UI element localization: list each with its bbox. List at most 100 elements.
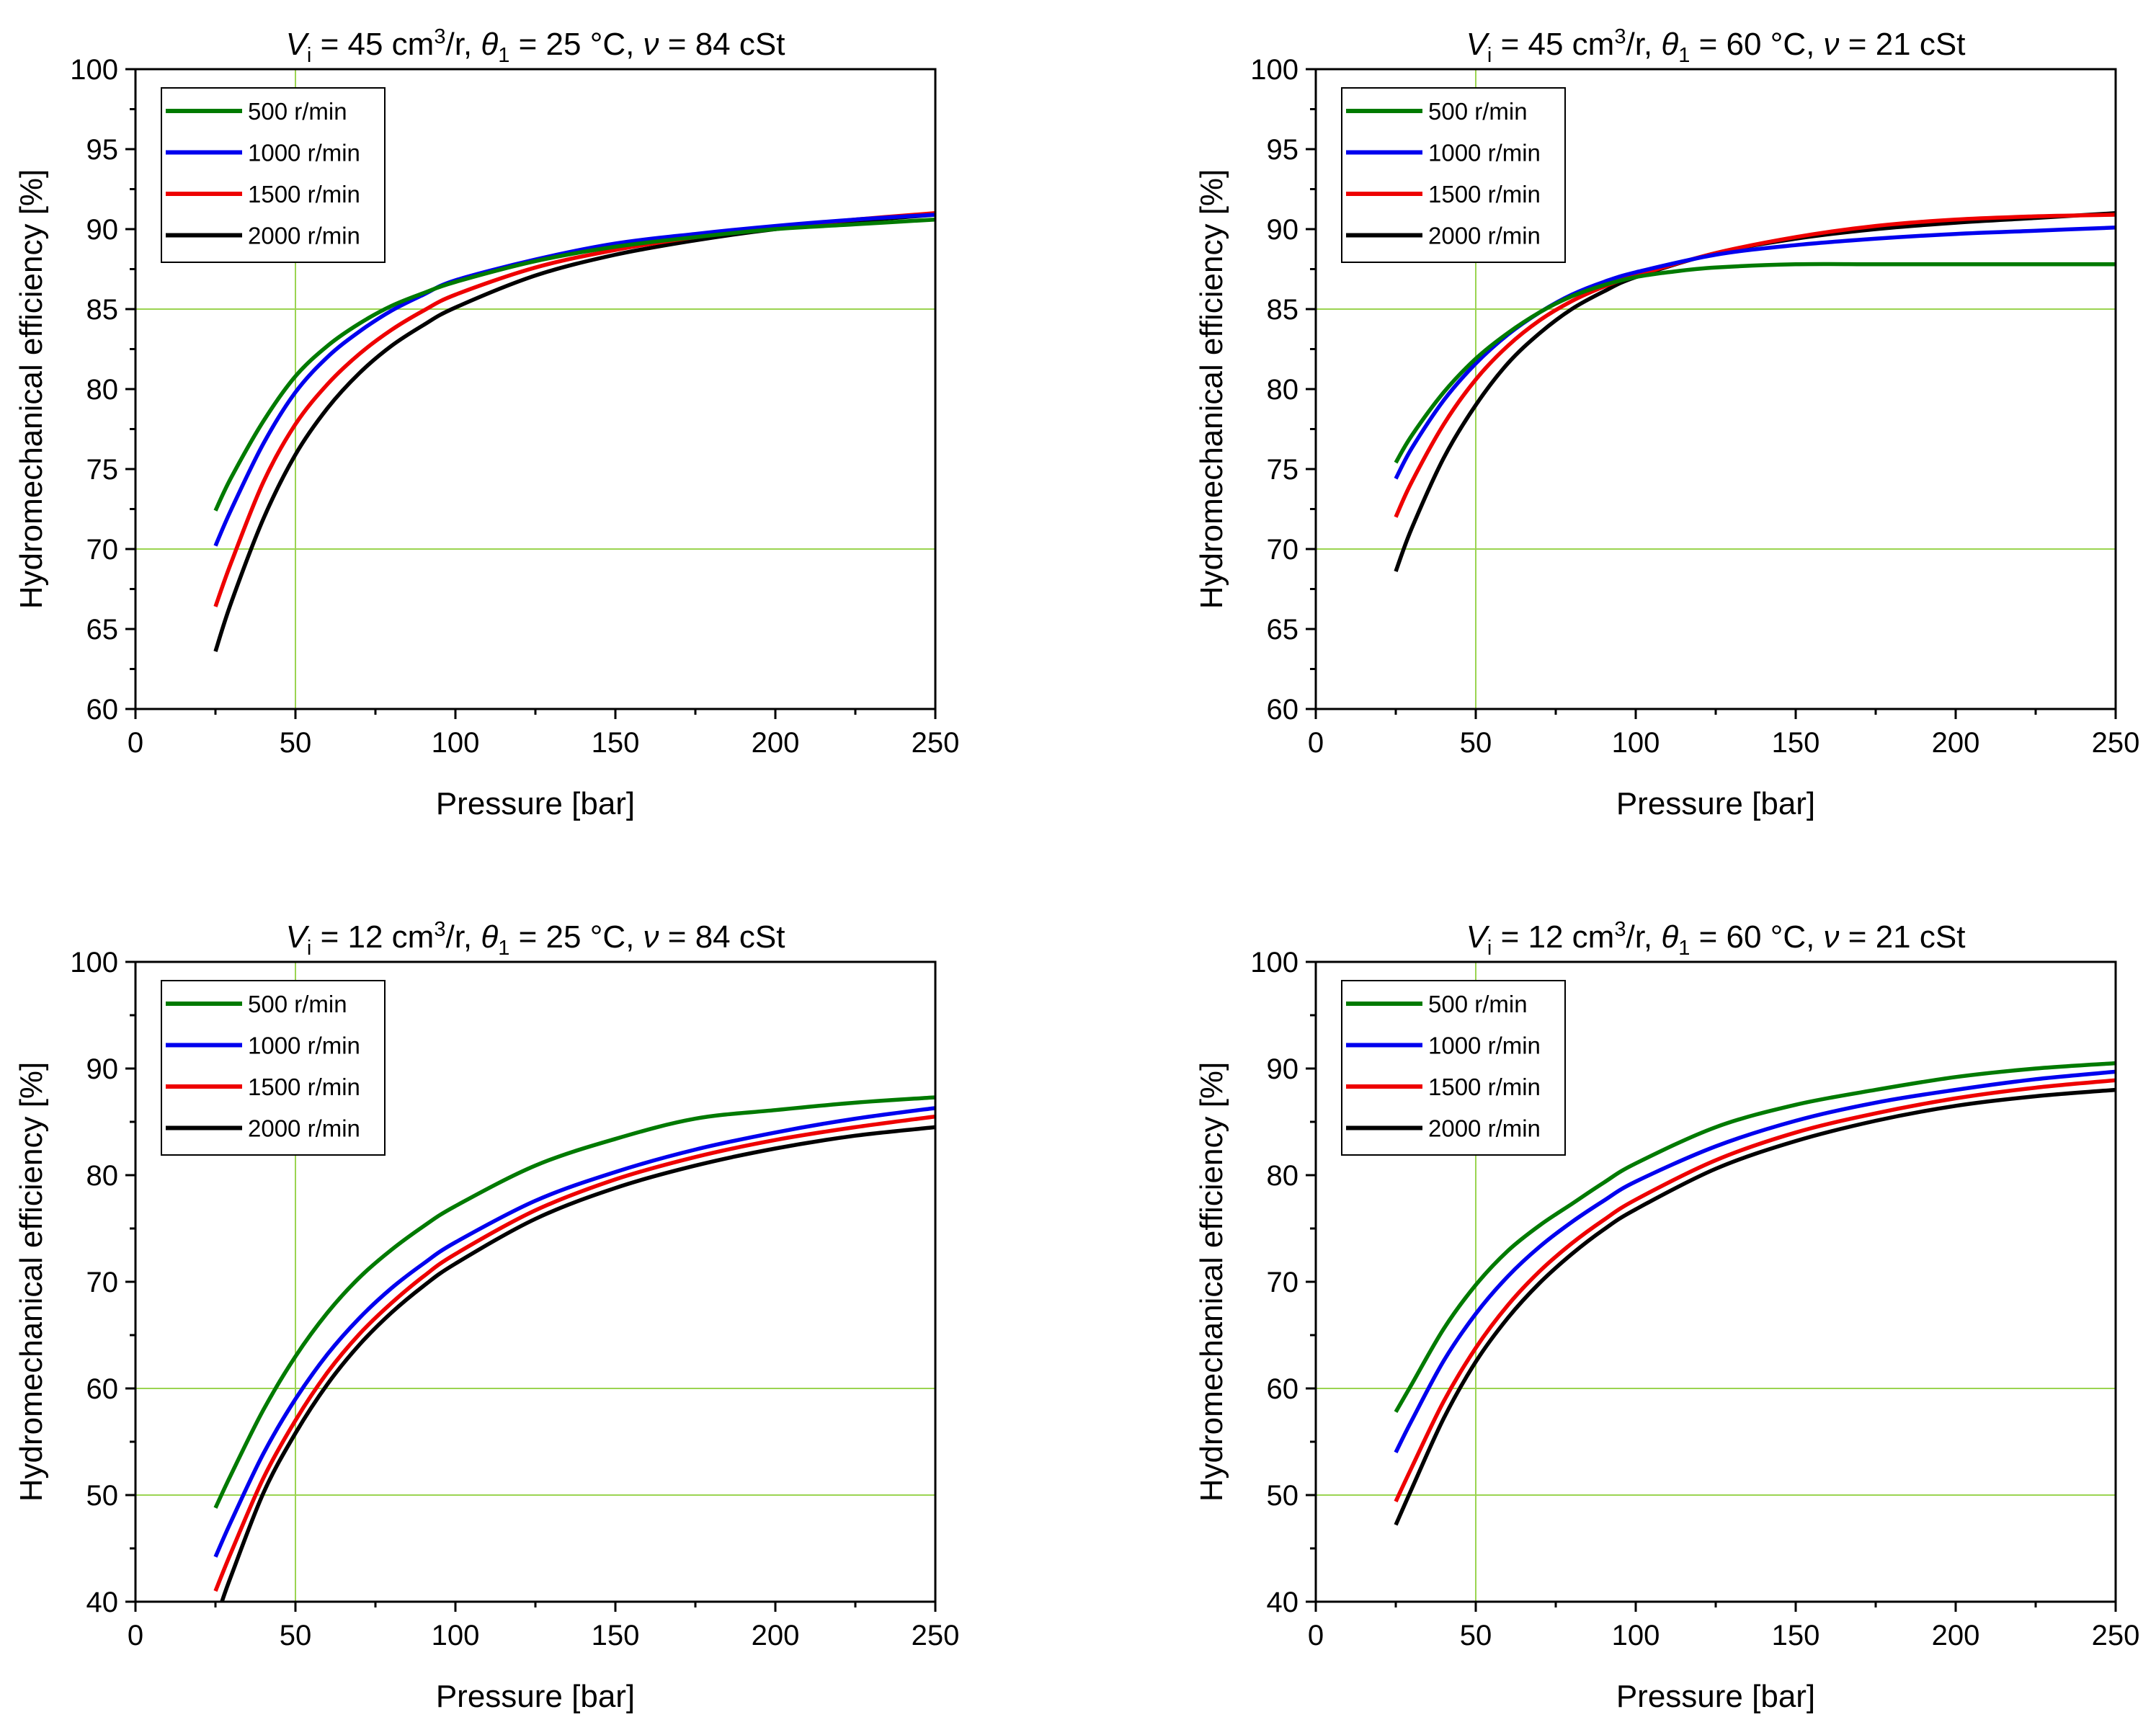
chart-title: Vi = 45 cm3/r, θ1 = 60 °C, ν = 21 cSt (1466, 25, 1966, 67)
legend-label: 1500 r/min (248, 181, 360, 208)
legend-label: 500 r/min (248, 98, 347, 125)
y-tick-label: 90 (86, 1053, 119, 1085)
y-tick-label: 95 (1267, 134, 1299, 166)
y-tick-label: 60 (1267, 1373, 1299, 1405)
title-nu: ν (1824, 919, 1840, 955)
x-tick-label: 150 (1772, 1620, 1820, 1651)
y-tick-label: 70 (1267, 1267, 1299, 1298)
x-tick-label: 200 (752, 727, 800, 759)
y-tick-label: 100 (70, 54, 118, 86)
chart-title: Vi = 12 cm3/r, θ1 = 25 °C, ν = 84 cSt (286, 918, 785, 960)
title-theta-sub: 1 (498, 937, 509, 960)
series-line-1500-r-min (1394, 1078, 2116, 1503)
series-line-2000-r-min (213, 213, 935, 652)
legend-label: 1500 r/min (1428, 1074, 1541, 1100)
x-tick-label: 100 (432, 1620, 480, 1651)
x-tick-label: 50 (280, 1620, 312, 1651)
x-tick-label: 100 (1612, 1620, 1660, 1651)
title-part: = 21 cSt (1840, 27, 1966, 62)
legend-label: 1000 r/min (1428, 140, 1541, 166)
series-line-1000-r-min (1394, 1069, 2116, 1454)
chart-panel-3: 0 50 100 150 200 250 40 50 60 70 80 90 100 Pressure [… (14, 918, 959, 1714)
title-part: = 12 cm (1492, 919, 1614, 955)
title-theta: θ (1661, 27, 1678, 62)
title-part: = 45 cm (311, 27, 434, 62)
y-tick-label: 100 (1250, 947, 1298, 978)
y-tick-label: 80 (1267, 1160, 1299, 1192)
title-v-sub: i (307, 937, 311, 960)
y-tick-label: 40 (1267, 1587, 1299, 1618)
legend-label: 1500 r/min (1428, 181, 1541, 208)
y-tick-label: 100 (1250, 54, 1298, 86)
series-line-500-r-min (213, 217, 935, 512)
title-v-sub: i (1487, 937, 1492, 960)
x-tick-label: 200 (752, 1620, 800, 1651)
x-tick-label: 150 (592, 727, 640, 759)
title-part: = 60 °C, (1690, 27, 1823, 62)
y-tick-label: 50 (1267, 1480, 1299, 1512)
x-tick-label: 150 (592, 1620, 640, 1651)
title-sup: 3 (434, 918, 445, 941)
chart-title: Vi = 45 cm3/r, θ1 = 25 °C, ν = 84 cSt (286, 25, 785, 67)
legend-label: 1500 r/min (248, 1074, 360, 1100)
title-theta: θ (481, 919, 498, 955)
x-axis-label: Pressure [bar] (1616, 786, 1815, 821)
legend: 500 r/min 1000 r/min 1500 r/min 2000 r/min (161, 980, 386, 1156)
chart-panel-1: 0 50 100 150 200 250 60 65 70 75 80 85 90 95 100 Pressu… (14, 25, 959, 821)
title-sup: 3 (1614, 25, 1626, 48)
title-part: = 25 °C, (509, 919, 643, 955)
x-tick-label: 50 (280, 727, 312, 759)
y-axis-label: Hydromechanical efficiency [%] (14, 169, 49, 610)
y-axis-label: Hydromechanical efficiency [%] (14, 1062, 49, 1502)
x-tick-label: 0 (1308, 727, 1324, 759)
y-tick-label: 65 (86, 614, 119, 646)
legend-label: 2000 r/min (1428, 1115, 1541, 1142)
x-tick-label: 100 (432, 727, 480, 759)
x-axis-label: Pressure [bar] (436, 1679, 635, 1714)
x-tick-label: 0 (1308, 1620, 1324, 1651)
series-line-1500-r-min (213, 211, 935, 607)
y-tick-label: 75 (86, 454, 119, 486)
series-line-1500-r-min (213, 1114, 935, 1592)
x-tick-label: 150 (1772, 727, 1820, 759)
y-axis-label: Hydromechanical efficiency [%] (1194, 1062, 1229, 1502)
x-tick-label: 250 (2092, 1620, 2140, 1651)
legend-label: 1000 r/min (248, 140, 360, 166)
y-tick-label: 80 (86, 374, 119, 406)
y-tick-label: 50 (86, 1480, 119, 1512)
x-tick-label: 250 (912, 727, 960, 759)
y-tick-label: 90 (86, 214, 119, 246)
x-tick-label: 250 (912, 1620, 960, 1651)
series-line-2000-r-min (1394, 1087, 2116, 1526)
x-tick-label: 250 (2092, 727, 2140, 759)
title-part: /r, (445, 27, 481, 62)
title-part: = 21 cSt (1840, 919, 1966, 955)
legend-box (161, 980, 386, 1156)
series-line-2000-r-min (220, 1125, 935, 1602)
series-line-1000-r-min (213, 1106, 935, 1558)
title-part: = 60 °C, (1690, 919, 1823, 955)
legend-label: 1000 r/min (1428, 1032, 1541, 1059)
y-tick-label: 40 (86, 1587, 119, 1618)
y-tick-label: 70 (1267, 534, 1299, 566)
title-v-sub: i (307, 44, 311, 67)
x-axis-label: Pressure [bar] (1616, 1679, 1815, 1714)
y-tick-label: 100 (70, 947, 118, 978)
y-tick-label: 90 (1267, 214, 1299, 246)
title-v: V (286, 27, 310, 62)
title-theta-sub: 1 (1678, 44, 1690, 67)
legend: 500 r/min 1000 r/min 1500 r/min 2000 r/min (161, 87, 386, 263)
legend-label: 500 r/min (1428, 991, 1528, 1017)
title-part: /r, (1626, 919, 1661, 955)
y-tick-label: 90 (1267, 1053, 1299, 1085)
y-tick-label: 80 (1267, 374, 1299, 406)
x-tick-label: 200 (1932, 727, 1980, 759)
title-part: = 25 °C, (509, 27, 643, 62)
title-part: = 84 cSt (659, 919, 785, 955)
legend-label: 1000 r/min (248, 1032, 360, 1059)
legend-label: 500 r/min (1428, 98, 1528, 125)
y-tick-label: 70 (86, 1267, 119, 1298)
title-sup: 3 (1614, 918, 1626, 941)
title-part: /r, (445, 919, 481, 955)
title-theta-sub: 1 (498, 44, 509, 67)
